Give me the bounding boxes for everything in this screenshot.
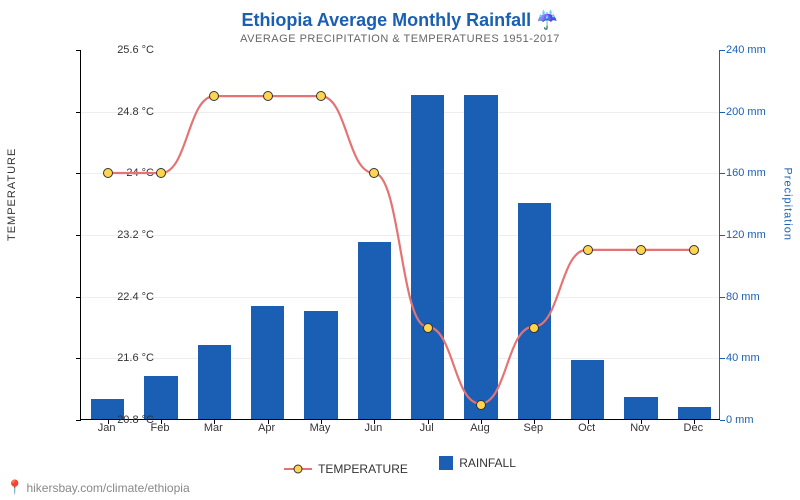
temperature-marker (476, 400, 486, 410)
x-tick-label: Jun (364, 422, 382, 434)
temperature-marker (263, 91, 273, 101)
gridline (81, 112, 720, 113)
x-tick-label: Aug (470, 422, 490, 434)
y-axis-left-title: TEMPERATURE (6, 148, 18, 241)
rainfall-bar (411, 95, 444, 419)
y-right-tick-label: 200 mm (726, 106, 766, 118)
legend-label-temperature: TEMPERATURE (318, 462, 408, 476)
attribution-text: hikersbay.com/climate/ethiopia (26, 481, 189, 495)
y-right-tick-label: 40 mm (726, 352, 760, 364)
x-tick-label: Mar (204, 422, 223, 434)
legend-item-temperature: TEMPERATURE (284, 462, 408, 476)
legend-label-rainfall: RAINFALL (459, 456, 516, 470)
rainfall-bar (571, 360, 604, 419)
y-left-tick-label: 21.6 °C (117, 352, 154, 364)
temperature-marker (103, 168, 113, 178)
y-right-tick-label: 80 mm (726, 291, 760, 303)
rainfall-bar (198, 345, 231, 419)
y-left-tick-label: 25.6 °C (117, 44, 154, 56)
x-tick-label: Dec (684, 422, 704, 434)
gridline (81, 297, 720, 298)
temperature-marker (689, 245, 699, 255)
gridline (81, 235, 720, 236)
temperature-marker (209, 91, 219, 101)
temperature-marker (316, 91, 326, 101)
attribution: 📍 hikersbay.com/climate/ethiopia (6, 479, 190, 496)
gridline (81, 173, 720, 174)
y-right-tick-label: 240 mm (726, 44, 766, 56)
rainfall-bar (464, 95, 497, 419)
rainfall-bar (144, 376, 177, 419)
x-tick-label: Jan (98, 422, 116, 434)
temperature-marker (423, 323, 433, 333)
rainfall-bar (358, 242, 391, 419)
temperature-marker (636, 245, 646, 255)
y-left-tick-label: 23.2 °C (117, 229, 154, 241)
x-tick-label: Apr (258, 422, 275, 434)
y-left-tick-label: 20.8 °C (117, 414, 154, 426)
rainfall-bar (518, 203, 551, 419)
y-right-tick-label: 160 mm (726, 167, 766, 179)
legend-item-rainfall: RAINFALL (439, 456, 516, 470)
legend-marker-icon (294, 465, 303, 474)
rainfall-bar (304, 311, 337, 419)
temperature-marker (529, 323, 539, 333)
y-right-tick-label: 0 mm (726, 414, 754, 426)
gridline (81, 358, 720, 359)
x-tick-label: Nov (630, 422, 650, 434)
temperature-marker (369, 168, 379, 178)
rainfall-bar (624, 397, 657, 419)
rainfall-bar (251, 306, 284, 419)
y-right-tick-label: 120 mm (726, 229, 766, 241)
temperature-marker (156, 168, 166, 178)
y-axis-right-title: Precipitation (782, 167, 794, 241)
y-left-tick-label: 24.8 °C (117, 106, 154, 118)
y-left-tick-label: 22.4 °C (117, 291, 154, 303)
x-tick-label: Jul (420, 422, 434, 434)
temperature-marker (583, 245, 593, 255)
chart-legend: TEMPERATURE RAINFALL (0, 456, 800, 476)
legend-box-icon (439, 456, 453, 470)
x-tick-label: Sep (524, 422, 544, 434)
chart-title: Ethiopia Average Monthly Rainfall ☔ (0, 0, 800, 31)
x-tick-label: Feb (151, 422, 170, 434)
rainfall-bar (678, 407, 711, 419)
x-tick-label: May (310, 422, 331, 434)
y-left-tick-label: 24 °C (126, 167, 154, 179)
x-tick-label: Oct (578, 422, 595, 434)
legend-line-icon (284, 468, 312, 470)
map-pin-icon: 📍 (6, 479, 23, 496)
chart-plot-area (80, 50, 720, 420)
